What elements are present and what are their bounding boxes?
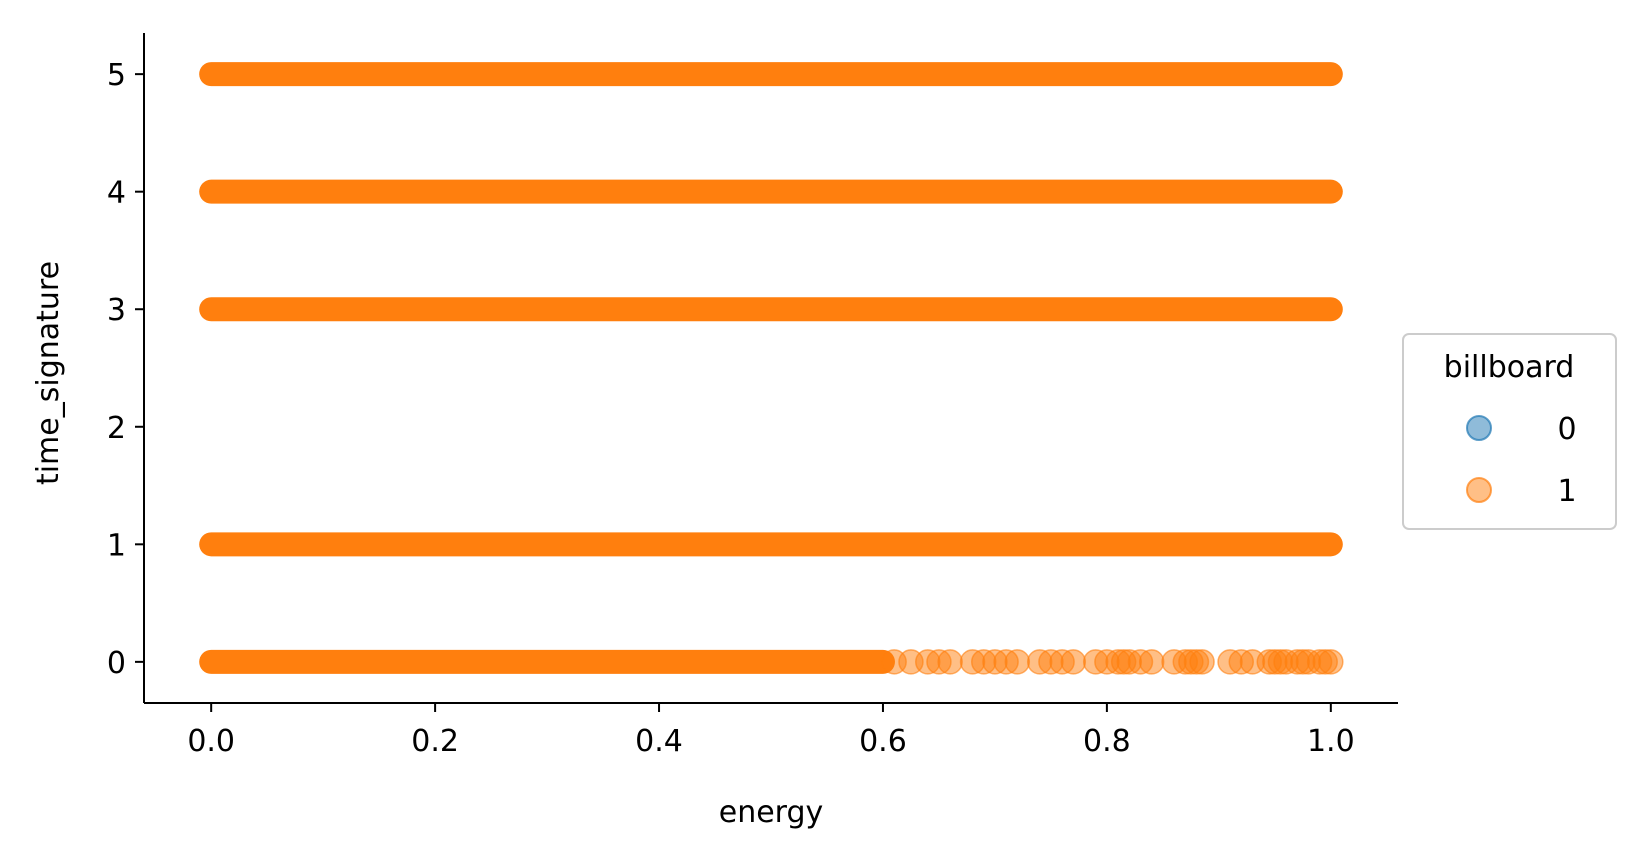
y-axis-label: time_signature [31,261,66,485]
y-tick-label: 2 [107,411,126,446]
data-point [1138,649,1165,675]
data-point [1004,649,1031,675]
x-axis-label: energy [719,795,824,830]
data-point [1060,649,1087,675]
legend-title: billboard [1444,350,1575,385]
x-tick-label: 1.0 [1307,724,1355,759]
x-tick-label: 0.6 [859,724,907,759]
points-layer [199,62,1344,675]
x-tick-label: 0.2 [411,724,459,759]
legend-box [1402,333,1617,530]
data-point [1318,649,1344,675]
data-point [937,649,963,675]
y-tick-label: 4 [107,176,126,211]
legend: billboard 0 1 [1402,333,1617,530]
legend-label-0: 0 [1557,412,1576,447]
x-ticks: 0.0 0.2 0.4 0.6 0.8 1.0 [187,703,1355,759]
legend-label-1: 1 [1557,474,1576,509]
y-tick-label: 0 [107,646,126,681]
legend-marker-1 [1466,477,1492,503]
y-tick-label: 1 [107,528,126,563]
legend-marker-0 [1466,415,1492,441]
x-tick-label: 0.4 [635,724,683,759]
y-tick-label: 5 [107,58,126,93]
y-ticks: 0 1 2 3 4 5 [107,58,144,681]
data-point [1189,649,1215,675]
x-tick-label: 0.8 [1083,724,1131,759]
x-tick-label: 0.0 [187,724,235,759]
y-tick-label: 3 [107,293,126,328]
